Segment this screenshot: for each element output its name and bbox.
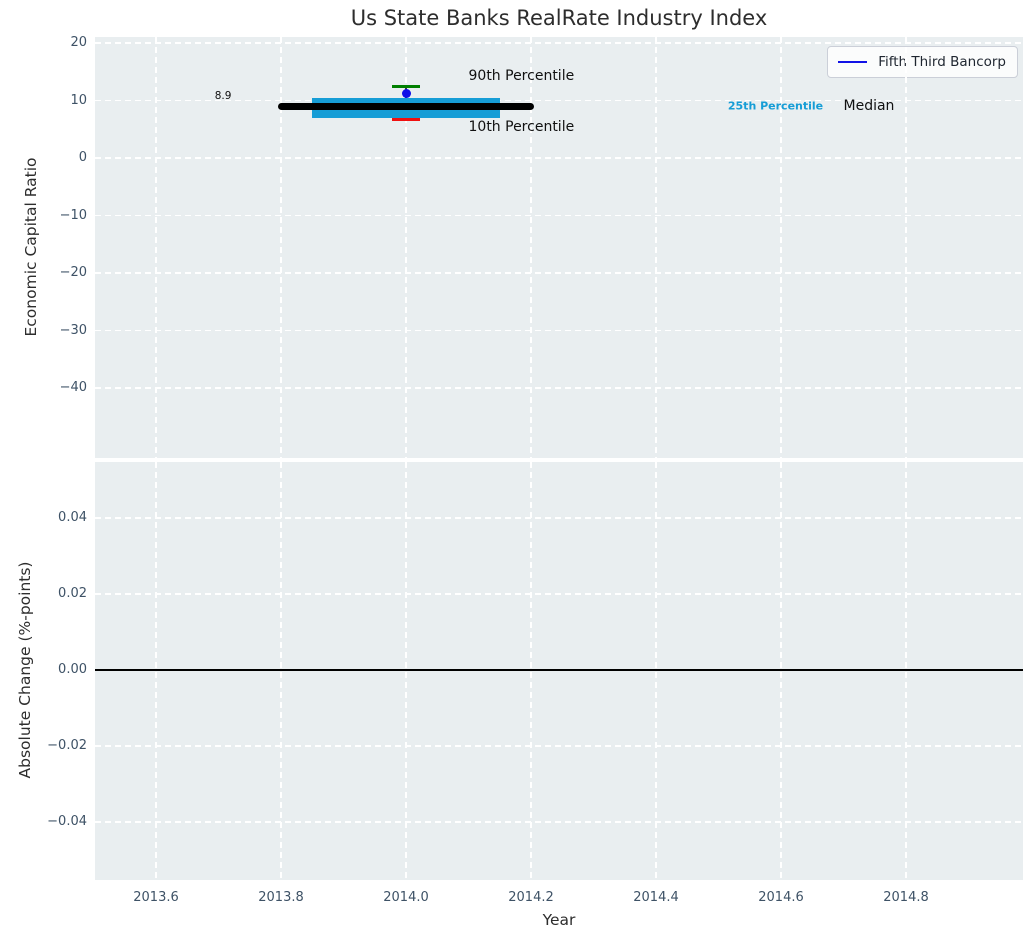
y-tick-label: −0.04	[47, 814, 87, 829]
gridline-horizontal	[95, 387, 1023, 389]
x-tick-label: 2014.6	[758, 890, 804, 905]
gridline-vertical	[405, 37, 407, 458]
y-tick-label: 10	[70, 92, 87, 108]
x-tick-label: 2014.2	[508, 890, 554, 905]
y-tick-label: −30	[59, 322, 87, 338]
annotation-median: Median	[843, 97, 895, 114]
median-line	[277, 103, 535, 111]
gridline-horizontal	[95, 157, 1023, 159]
y-tick-label: −0.02	[47, 738, 87, 753]
gridline-vertical	[155, 37, 157, 458]
gridline-horizontal	[95, 214, 1023, 217]
annotation-10th-percentile: 10th Percentile	[468, 118, 575, 135]
p90-cap	[392, 84, 420, 88]
y-tick-label: 0.00	[58, 662, 87, 677]
x-tick-label: 2014.8	[883, 890, 929, 905]
gridline-vertical	[655, 37, 657, 458]
legend: Fifth Third Bancorp	[827, 46, 1018, 78]
gridline-horizontal	[95, 42, 1023, 44]
x-tick-label: 2014.4	[633, 890, 679, 905]
y-tick-label: 0.02	[58, 586, 87, 601]
gridline-horizontal	[95, 272, 1023, 274]
gridline-horizontal	[95, 99, 1023, 102]
annotation-25th-percentile: 25th Percentile	[727, 99, 824, 113]
gridline-horizontal	[95, 745, 1023, 747]
y-tick-label: −10	[59, 207, 87, 223]
zero-line	[95, 668, 1023, 672]
annotation-90th-percentile: 90th Percentile	[468, 68, 575, 85]
legend-line-swatch	[838, 60, 868, 64]
gridline-horizontal	[95, 821, 1023, 823]
gridline-horizontal	[95, 593, 1023, 595]
annotation-8-9: 8.9	[214, 90, 232, 103]
x-tick-label: 2013.8	[258, 890, 304, 905]
y-tick-label: 0.04	[58, 510, 87, 525]
y-tick-label: −20	[59, 265, 87, 280]
bottom-plot-panel	[95, 462, 1023, 880]
y-tick-label: −40	[59, 380, 87, 395]
gridline-vertical	[780, 37, 782, 458]
gridline-vertical	[530, 37, 532, 458]
top-y-axis-label: Economic Capital Ratio	[22, 157, 40, 337]
chart-title: Us State Banks RealRate Industry Index	[350, 6, 768, 30]
p10-cap	[392, 117, 420, 122]
gridline-horizontal	[95, 329, 1023, 332]
y-tick-label: 0	[78, 150, 87, 165]
gridline-horizontal	[95, 517, 1023, 519]
gridline-vertical	[905, 37, 907, 458]
x-tick-label: 2014.0	[383, 890, 429, 905]
gridline-vertical	[280, 37, 282, 458]
y-tick-label: 20	[70, 35, 87, 50]
x-axis-label: Year	[542, 911, 576, 929]
legend-label: Fifth Third Bancorp	[878, 54, 1006, 70]
company-data-point	[401, 89, 411, 99]
top-plot-panel: Fifth Third Bancorp 90th Percentile 10th …	[95, 37, 1023, 458]
x-tick-label: 2013.6	[133, 890, 179, 905]
